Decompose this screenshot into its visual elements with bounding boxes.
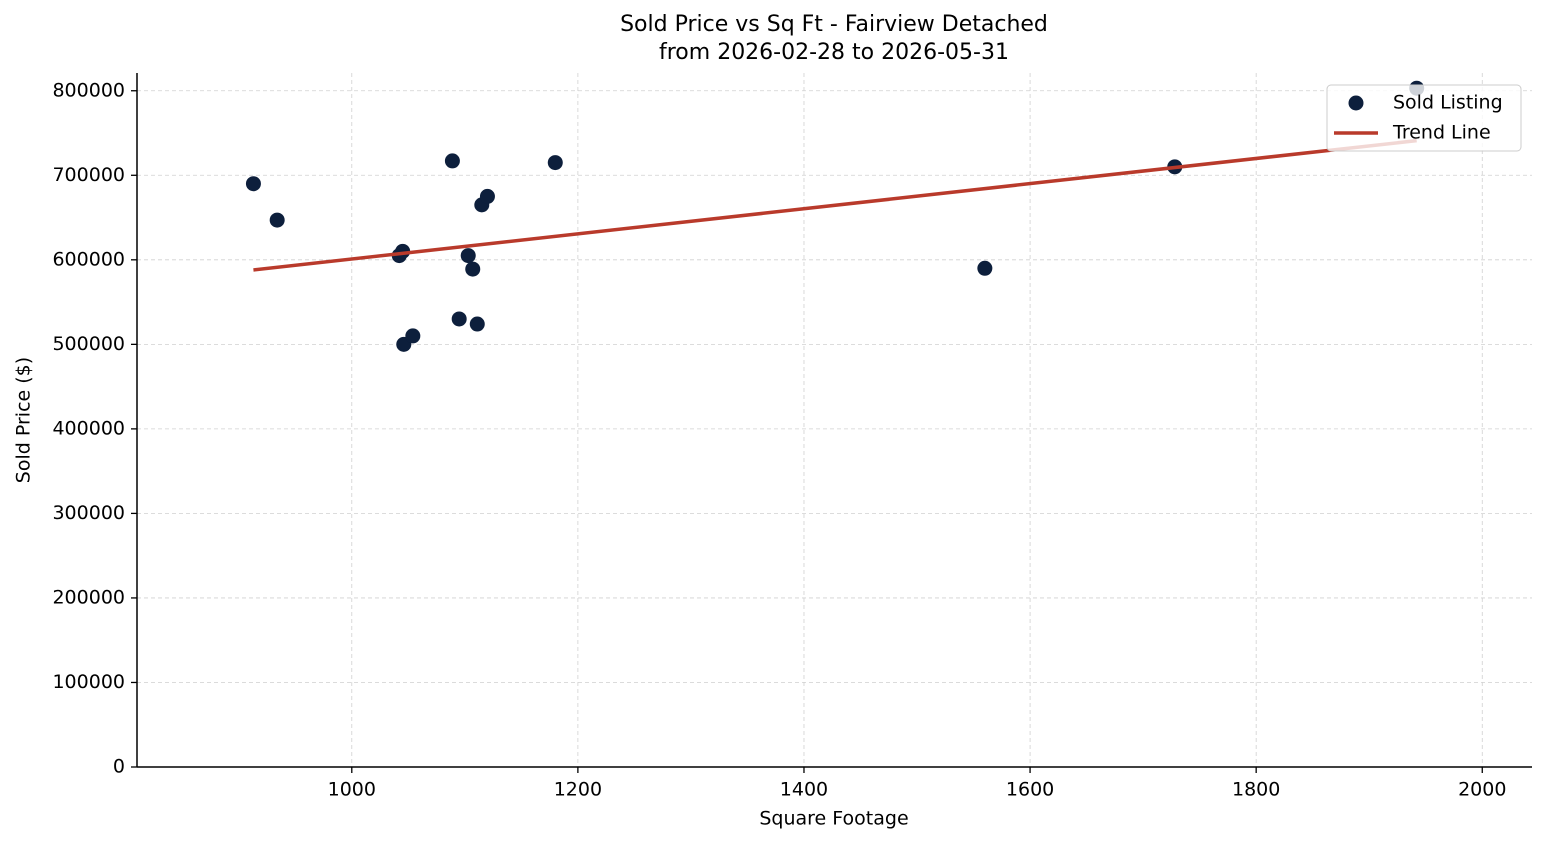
y-tick-label: 200000: [52, 586, 125, 608]
x-tick-label: 2000: [1458, 779, 1506, 801]
point: [465, 261, 481, 277]
legend-swatch: [1348, 95, 1364, 111]
point: [245, 176, 261, 192]
point: [451, 311, 467, 327]
chart-title: Sold Price vs Sq Ft - Fairview Detached: [620, 12, 1048, 37]
x-tick-label: 1400: [780, 779, 828, 801]
y-tick-label: 400000: [52, 417, 125, 439]
trend-line: [253, 138, 1417, 272]
x-tick-label: 1000: [328, 779, 376, 801]
x-tick-label: 1800: [1232, 779, 1280, 801]
point: [460, 248, 476, 264]
point: [269, 212, 285, 228]
y-tick-label: 100000: [52, 671, 125, 693]
y-tick-label: 800000: [52, 79, 125, 101]
y-axis-label: Sold Price ($): [13, 357, 35, 483]
y-tick-label: 500000: [52, 333, 125, 355]
y-tick-label: 700000: [52, 164, 125, 186]
x-axis-label: Square Footage: [759, 808, 908, 830]
point: [405, 328, 421, 344]
y-tick-label: 0: [113, 756, 125, 778]
chart-subtitle: from 2026-02-28 to 2026-05-31: [659, 40, 1009, 65]
point: [479, 188, 495, 204]
point: [547, 155, 563, 171]
point: [444, 153, 460, 169]
y-tick-label: 300000: [52, 502, 125, 524]
point: [977, 260, 993, 276]
legend-label: Sold Listing: [1393, 92, 1503, 114]
y-tick-label: 600000: [52, 248, 125, 270]
x-tick-label: 1600: [1006, 779, 1054, 801]
point: [469, 316, 485, 332]
legend-label: Trend Line: [1392, 122, 1491, 144]
x-tick-label: 1200: [554, 779, 602, 801]
